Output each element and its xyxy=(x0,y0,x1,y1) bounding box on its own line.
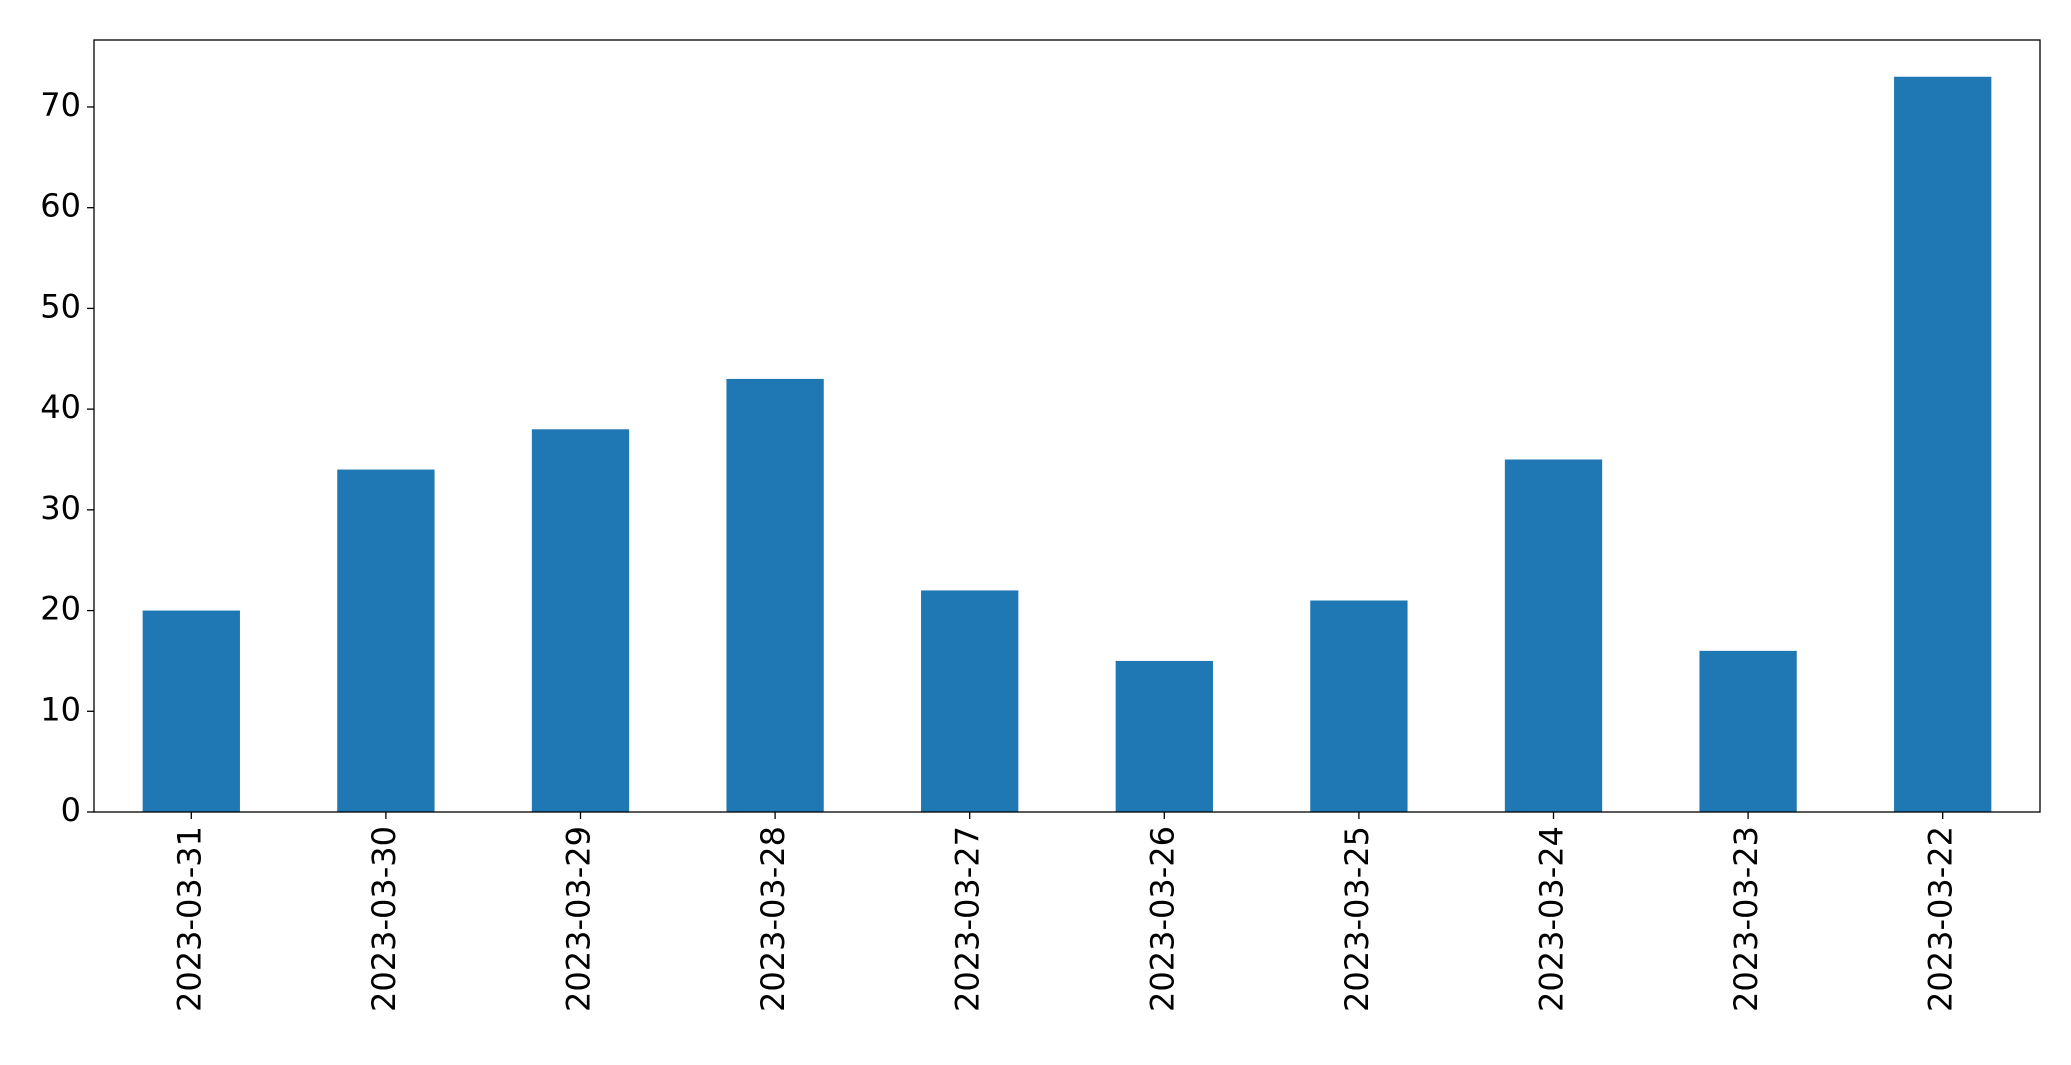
y-tick-label: 60 xyxy=(40,187,81,225)
x-tick-label: 2023-03-23 xyxy=(1727,826,1765,1012)
x-tick-label: 2023-03-30 xyxy=(365,826,403,1012)
bar xyxy=(1115,660,1213,812)
bar xyxy=(1894,76,1992,812)
x-tick-label: 2023-03-27 xyxy=(949,826,987,1012)
y-tick-label: 40 xyxy=(40,388,81,426)
bar xyxy=(142,610,240,812)
bar xyxy=(531,429,630,812)
bar xyxy=(1504,459,1603,812)
bar xyxy=(726,378,824,812)
x-tick-label: 2023-03-24 xyxy=(1533,826,1571,1012)
x-tick-label: 2023-03-26 xyxy=(1143,826,1181,1012)
bar xyxy=(921,590,1019,812)
bar xyxy=(1699,650,1797,812)
y-tick-label: 70 xyxy=(40,86,81,124)
bar xyxy=(337,469,435,812)
x-tick-label: 2023-03-25 xyxy=(1338,826,1376,1012)
plot-frame xyxy=(93,39,2041,813)
y-tick-label: 30 xyxy=(40,489,81,527)
bar xyxy=(1310,600,1408,812)
x-tick-label: 2023-03-29 xyxy=(560,826,598,1012)
y-tick-label: 50 xyxy=(40,287,81,325)
x-tick-label: 2023-03-22 xyxy=(1922,826,1960,1012)
x-tick-label: 2023-03-28 xyxy=(754,826,792,1012)
y-tick-label: 20 xyxy=(40,590,81,628)
y-tick-label: 0 xyxy=(61,791,81,829)
x-tick-label: 2023-03-31 xyxy=(170,826,208,1012)
y-tick-label: 10 xyxy=(40,690,81,728)
